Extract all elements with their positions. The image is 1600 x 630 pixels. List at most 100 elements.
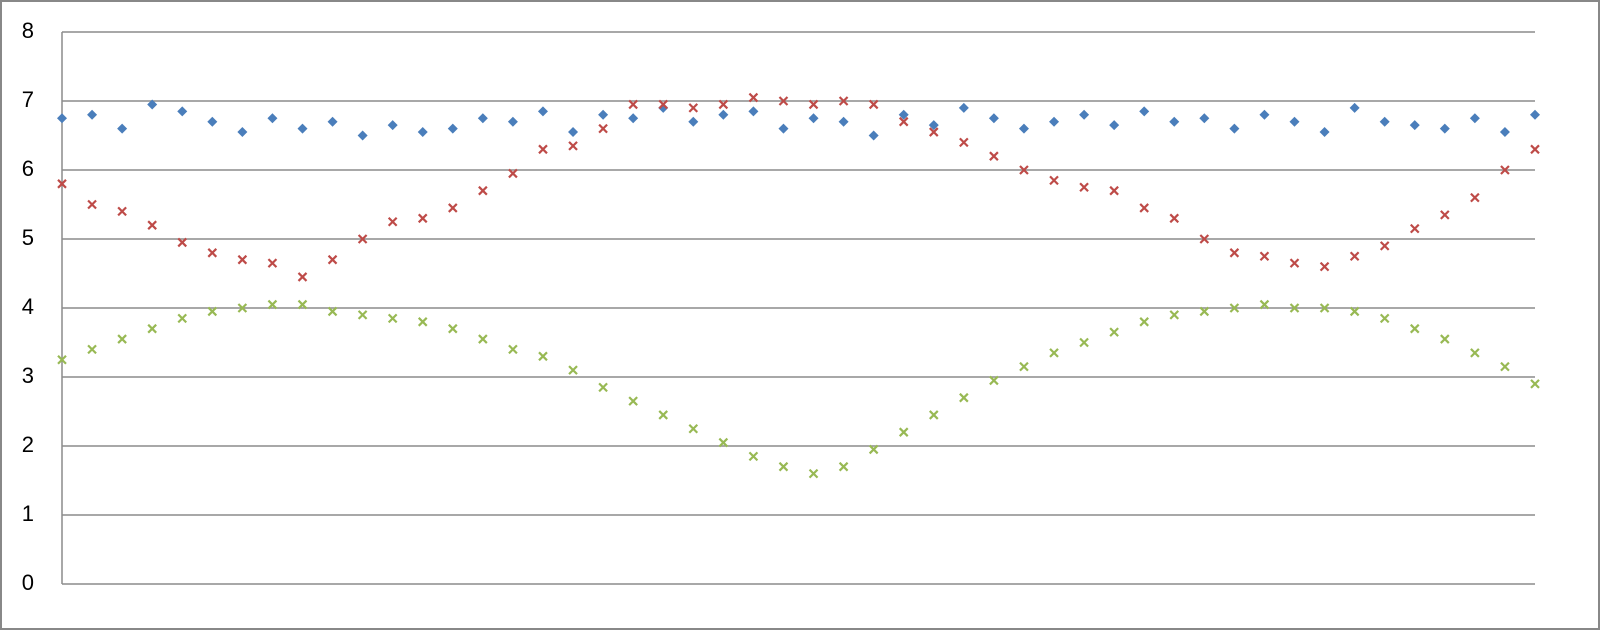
- point: [57, 179, 67, 189]
- point: [988, 113, 999, 124]
- point: [1440, 334, 1450, 344]
- point: [1349, 251, 1360, 262]
- point: [297, 299, 308, 310]
- point: [1530, 144, 1540, 155]
- point: [628, 99, 638, 110]
- point: [718, 109, 729, 120]
- point: [267, 258, 278, 268]
- point: [387, 313, 398, 324]
- y-tick-label: 3: [22, 363, 34, 388]
- y-tick-label: 5: [22, 225, 34, 250]
- point: [477, 113, 488, 124]
- point: [1259, 251, 1270, 262]
- point: [568, 141, 578, 151]
- point: [117, 334, 127, 344]
- point: [1409, 223, 1420, 234]
- point: [868, 99, 879, 110]
- point: [688, 103, 699, 113]
- point: [1470, 348, 1480, 358]
- point: [87, 109, 98, 120]
- point: [417, 127, 428, 138]
- point: [147, 220, 157, 230]
- point: [1500, 361, 1510, 372]
- point: [808, 113, 819, 124]
- point: [1018, 123, 1029, 134]
- point: [718, 437, 729, 448]
- point: [117, 206, 127, 217]
- point: [1259, 299, 1270, 310]
- point: [267, 113, 278, 124]
- point: [958, 102, 969, 113]
- point: [57, 354, 67, 365]
- point: [177, 106, 188, 117]
- point: [1019, 361, 1029, 372]
- point: [237, 303, 248, 313]
- y-tick-label: 6: [22, 156, 34, 181]
- point: [928, 410, 939, 420]
- point: [357, 310, 368, 320]
- point: [237, 127, 248, 138]
- point: [748, 451, 759, 462]
- y-tick-label: 1: [22, 501, 34, 526]
- point: [1199, 113, 1210, 124]
- point: [1229, 248, 1240, 258]
- point: [207, 306, 218, 317]
- y-tick-label: 8: [22, 18, 34, 43]
- y-tick-label: 4: [22, 294, 34, 319]
- point: [989, 151, 999, 161]
- point: [1319, 127, 1330, 138]
- point: [808, 468, 819, 479]
- point: [1319, 261, 1330, 272]
- point: [568, 365, 578, 375]
- point: [688, 116, 699, 127]
- point: [898, 116, 909, 127]
- point: [507, 116, 518, 127]
- point: [447, 123, 458, 134]
- point: [538, 351, 548, 362]
- y-tick-label: 7: [22, 87, 34, 112]
- point: [267, 299, 278, 310]
- point: [387, 120, 398, 131]
- point: [1079, 109, 1090, 120]
- point: [1139, 317, 1149, 327]
- point: [959, 137, 969, 148]
- point: [1379, 241, 1390, 251]
- point: [1379, 116, 1390, 127]
- point: [327, 116, 338, 127]
- point: [1109, 185, 1119, 196]
- point: [297, 123, 308, 134]
- point: [1019, 165, 1029, 175]
- point: [1139, 203, 1149, 213]
- point: [598, 382, 608, 393]
- point: [448, 203, 458, 213]
- point: [57, 113, 67, 124]
- point: [1439, 123, 1450, 134]
- point: [147, 99, 158, 110]
- point: [1079, 182, 1089, 193]
- point: [1409, 120, 1420, 131]
- point: [297, 272, 308, 282]
- point: [748, 106, 759, 117]
- point: [838, 96, 849, 106]
- point: [598, 123, 608, 134]
- point: [387, 216, 398, 227]
- point: [1349, 306, 1360, 317]
- point: [628, 113, 639, 124]
- point: [658, 99, 669, 110]
- point: [868, 130, 879, 141]
- point: [1199, 306, 1210, 317]
- point: [1079, 337, 1089, 348]
- y-tick-label: 2: [22, 432, 34, 457]
- point: [1469, 113, 1480, 124]
- point: [748, 92, 759, 103]
- point: [1499, 127, 1510, 138]
- point: [928, 127, 939, 137]
- point: [207, 116, 218, 127]
- point: [537, 106, 548, 117]
- point: [417, 213, 428, 224]
- point: [1440, 210, 1450, 220]
- point: [1169, 310, 1180, 320]
- point: [1259, 109, 1270, 120]
- point: [628, 396, 638, 406]
